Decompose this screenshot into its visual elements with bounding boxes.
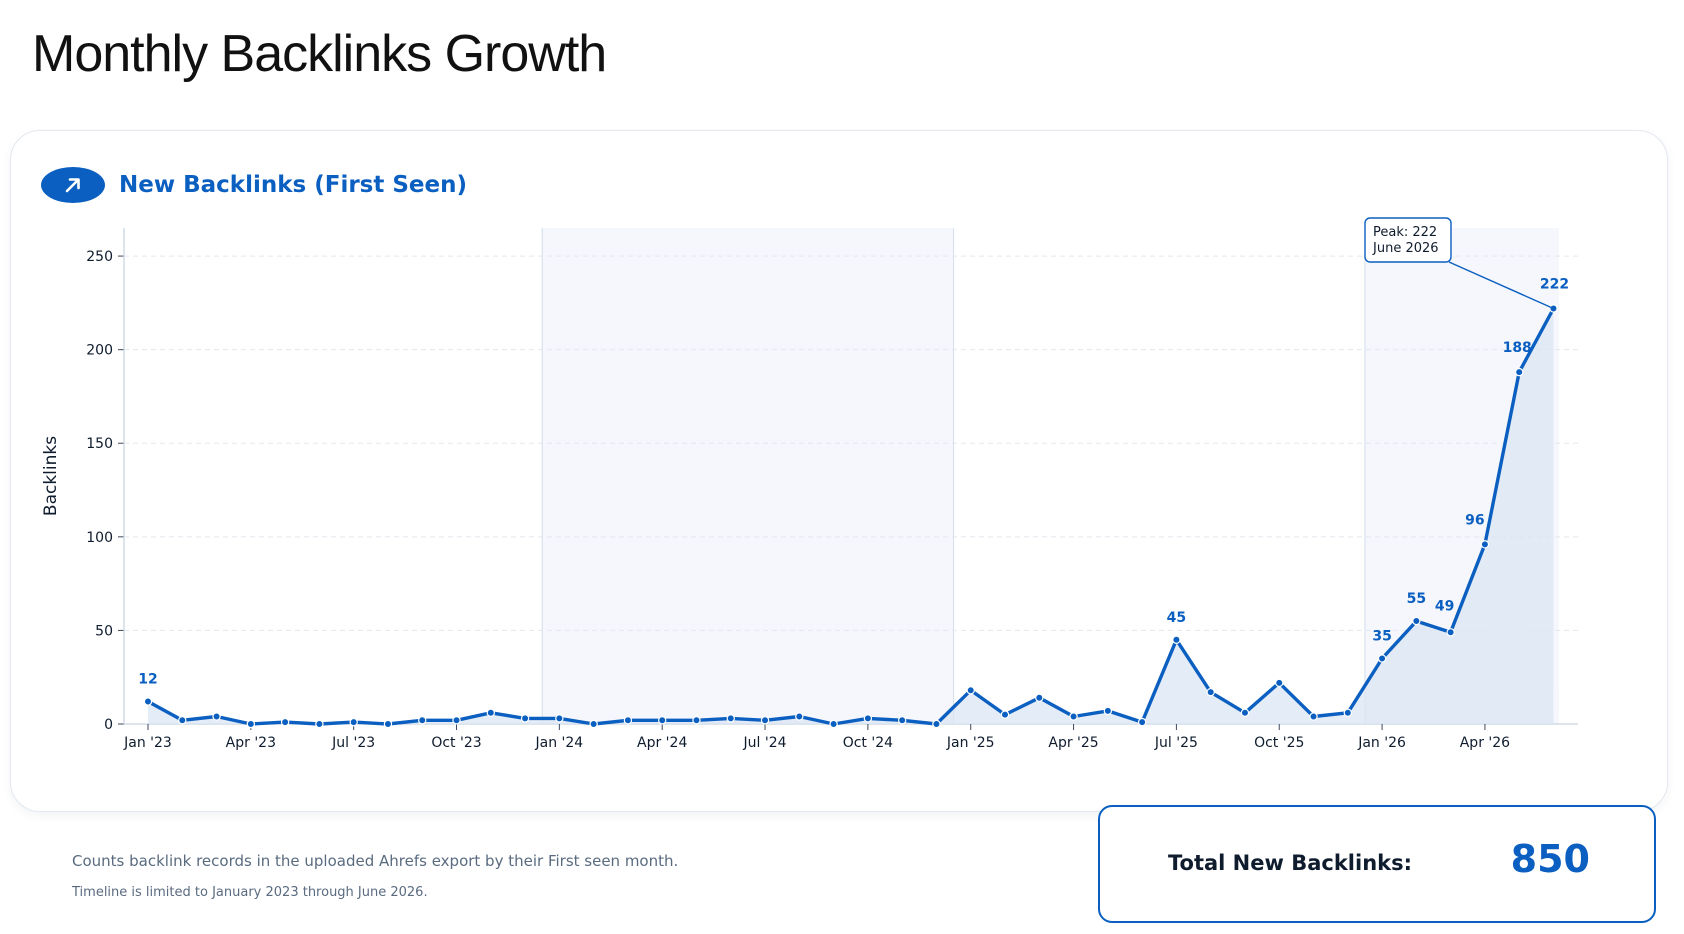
data-label: 35	[1372, 628, 1391, 644]
data-point	[1069, 712, 1078, 721]
year-band-2024	[542, 228, 954, 724]
data-label: 222	[1540, 276, 1569, 292]
data-point	[178, 716, 187, 725]
x-tick-label: Oct '24	[843, 735, 893, 751]
data-point	[1240, 708, 1250, 717]
total-backlinks-label: Total New Backlinks:	[1168, 851, 1413, 875]
data-point	[143, 697, 153, 706]
x-tick-label: Jul '24	[743, 735, 787, 751]
series-area	[148, 308, 1554, 724]
data-point	[315, 719, 324, 729]
data-point	[760, 716, 770, 725]
trend-up-arrow-icon	[41, 167, 105, 203]
footnote-primary: Counts backlink records in the uploaded …	[72, 852, 679, 870]
data-point	[1035, 693, 1044, 702]
data-point	[1343, 708, 1353, 717]
card-title: New Backlinks (First Seen)	[119, 172, 468, 198]
data-point	[1275, 678, 1284, 688]
data-label: 45	[1167, 610, 1186, 626]
x-tick-label: Jan '26	[1357, 735, 1406, 751]
data-point	[452, 716, 461, 725]
data-point	[1412, 616, 1421, 626]
data-point	[383, 719, 393, 729]
x-tick-label: Oct '23	[431, 735, 481, 751]
y-tick-label: 250	[86, 249, 113, 265]
data-point	[280, 717, 290, 727]
data-point	[212, 712, 221, 721]
series-line	[146, 306, 1556, 726]
data-label: 12	[138, 672, 157, 688]
x-tick-label: Apr '24	[637, 735, 687, 751]
y-axis-label: Backlinks	[41, 436, 61, 516]
data-point	[418, 716, 427, 725]
annotation-text: Peak: 222	[1373, 225, 1437, 240]
data-point	[863, 714, 873, 723]
data-label: 96	[1465, 512, 1484, 528]
x-tick-label: Jan '23	[123, 735, 172, 751]
annotation-box	[1364, 217, 1452, 263]
data-point	[658, 716, 667, 725]
x-tick-label: Apr '25	[1048, 735, 1098, 751]
data-point	[1480, 540, 1490, 549]
data-point	[1514, 367, 1524, 377]
data-point	[589, 719, 598, 729]
data-point	[1377, 654, 1387, 663]
data-point	[555, 714, 564, 723]
data-point	[795, 712, 804, 721]
data-label: 188	[1503, 340, 1532, 356]
data-point	[486, 708, 495, 717]
data-point	[1103, 706, 1113, 716]
page-title: Monthly Backlinks Growth	[32, 25, 607, 83]
data-point	[966, 686, 975, 695]
card-header: New Backlinks (First Seen)	[41, 167, 467, 203]
data-point	[246, 719, 256, 729]
data-point	[520, 714, 530, 723]
annotation-connector	[1448, 261, 1554, 310]
x-tick-label: Jul '23	[331, 735, 375, 751]
x-tick-label: Apr '26	[1460, 735, 1510, 751]
data-point	[349, 717, 358, 727]
data-point	[1206, 687, 1215, 697]
y-tick-label: 200	[86, 343, 113, 359]
data-point	[1309, 712, 1318, 721]
data-label: 55	[1407, 591, 1426, 607]
footnote-secondary: Timeline is limited to January 2023 thro…	[72, 885, 428, 900]
annotation-text: June 2026	[1372, 241, 1439, 256]
y-tick-label: 100	[86, 530, 113, 546]
x-tick-label: Jan '25	[946, 735, 995, 751]
data-point	[1137, 717, 1147, 727]
data-point	[897, 716, 907, 725]
x-tick-label: Apr '23	[226, 735, 276, 751]
y-tick-label: 150	[86, 436, 113, 452]
data-point	[1172, 635, 1181, 644]
data-point	[692, 716, 701, 725]
x-tick-label: Oct '25	[1254, 735, 1304, 751]
data-label: 49	[1435, 598, 1454, 614]
data-point	[1446, 628, 1455, 637]
data-point	[726, 714, 735, 723]
x-tick-label: Jul '25	[1154, 735, 1198, 751]
y-tick-label: 0	[104, 717, 113, 733]
total-backlinks-box: Total New Backlinks: 850	[1098, 805, 1656, 923]
data-point	[1000, 710, 1010, 719]
data-point	[623, 716, 633, 725]
total-backlinks-value: 850	[1510, 837, 1590, 881]
data-point	[932, 719, 941, 729]
data-point	[829, 719, 838, 729]
y-tick-label: 50	[95, 623, 113, 639]
x-tick-label: Jan '24	[535, 735, 584, 751]
